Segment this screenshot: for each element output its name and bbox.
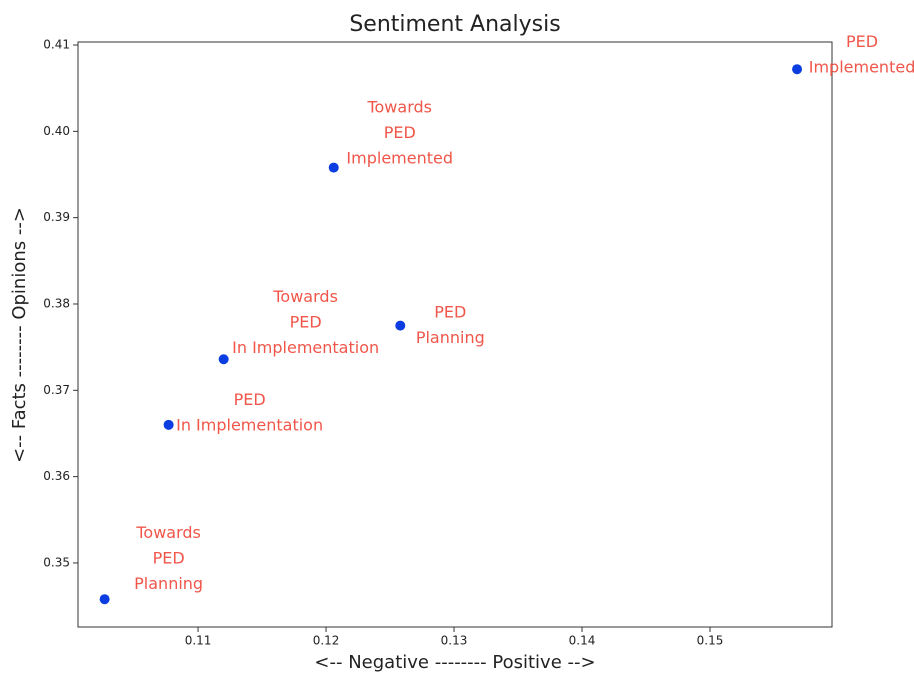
x-tick-label: 0.14 (569, 634, 596, 648)
point-label-line: Towards (272, 287, 338, 306)
point (328, 162, 339, 173)
x-tick-label: 0.11 (185, 634, 212, 648)
point-label-line: Towards (135, 523, 201, 542)
y-tick-label: 0.38 (43, 296, 70, 310)
point-label-line: Implemented (809, 57, 914, 76)
point (99, 594, 110, 605)
point (792, 64, 803, 75)
x-axis-label: <-- Negative -------- Positive --> (314, 652, 595, 673)
y-axis-label: <-- Facts -------- Opinions --> (9, 207, 30, 463)
point (395, 320, 406, 331)
point-label-line: PED (384, 123, 416, 142)
point-label: PED Planning (416, 302, 485, 347)
plot-frame (77, 41, 833, 628)
point-label-line: PED (434, 302, 466, 321)
point-label: PED In Implementation (176, 389, 323, 434)
point-label-line: PED (290, 312, 322, 331)
y-tick-label: 0.36 (43, 469, 70, 483)
point-label-line: PED (153, 548, 185, 567)
point-label-line: Implemented (346, 148, 453, 167)
y-tick-label: 0.39 (43, 210, 70, 224)
x-tick-label: 0.13 (441, 634, 468, 648)
point (163, 419, 174, 430)
point-label: Towards PED Implemented (346, 97, 453, 167)
point-label-line: PED (846, 32, 878, 51)
x-tick-label: 0.12 (313, 634, 340, 648)
point-label-line: Planning (134, 574, 203, 593)
chart-title: Sentiment Analysis (349, 12, 560, 37)
y-tick-label: 0.37 (43, 383, 70, 397)
y-tick-label: 0.40 (43, 124, 70, 138)
point-label-line: In Implementation (232, 338, 379, 357)
point-label-line: Planning (416, 328, 485, 347)
point-label: Towards PED Planning (134, 523, 203, 593)
point-label-line: PED (234, 389, 266, 408)
point-label: Towards PED In Implementation (232, 287, 379, 357)
point (218, 354, 229, 365)
point-label-line: Towards (366, 97, 432, 116)
y-tick-label: 0.35 (43, 555, 70, 569)
point-label-line: In Implementation (176, 415, 323, 434)
point-label: PED Implemented (809, 32, 914, 77)
y-tick-label: 0.41 (43, 38, 70, 52)
x-tick-label: 0.15 (697, 634, 724, 648)
